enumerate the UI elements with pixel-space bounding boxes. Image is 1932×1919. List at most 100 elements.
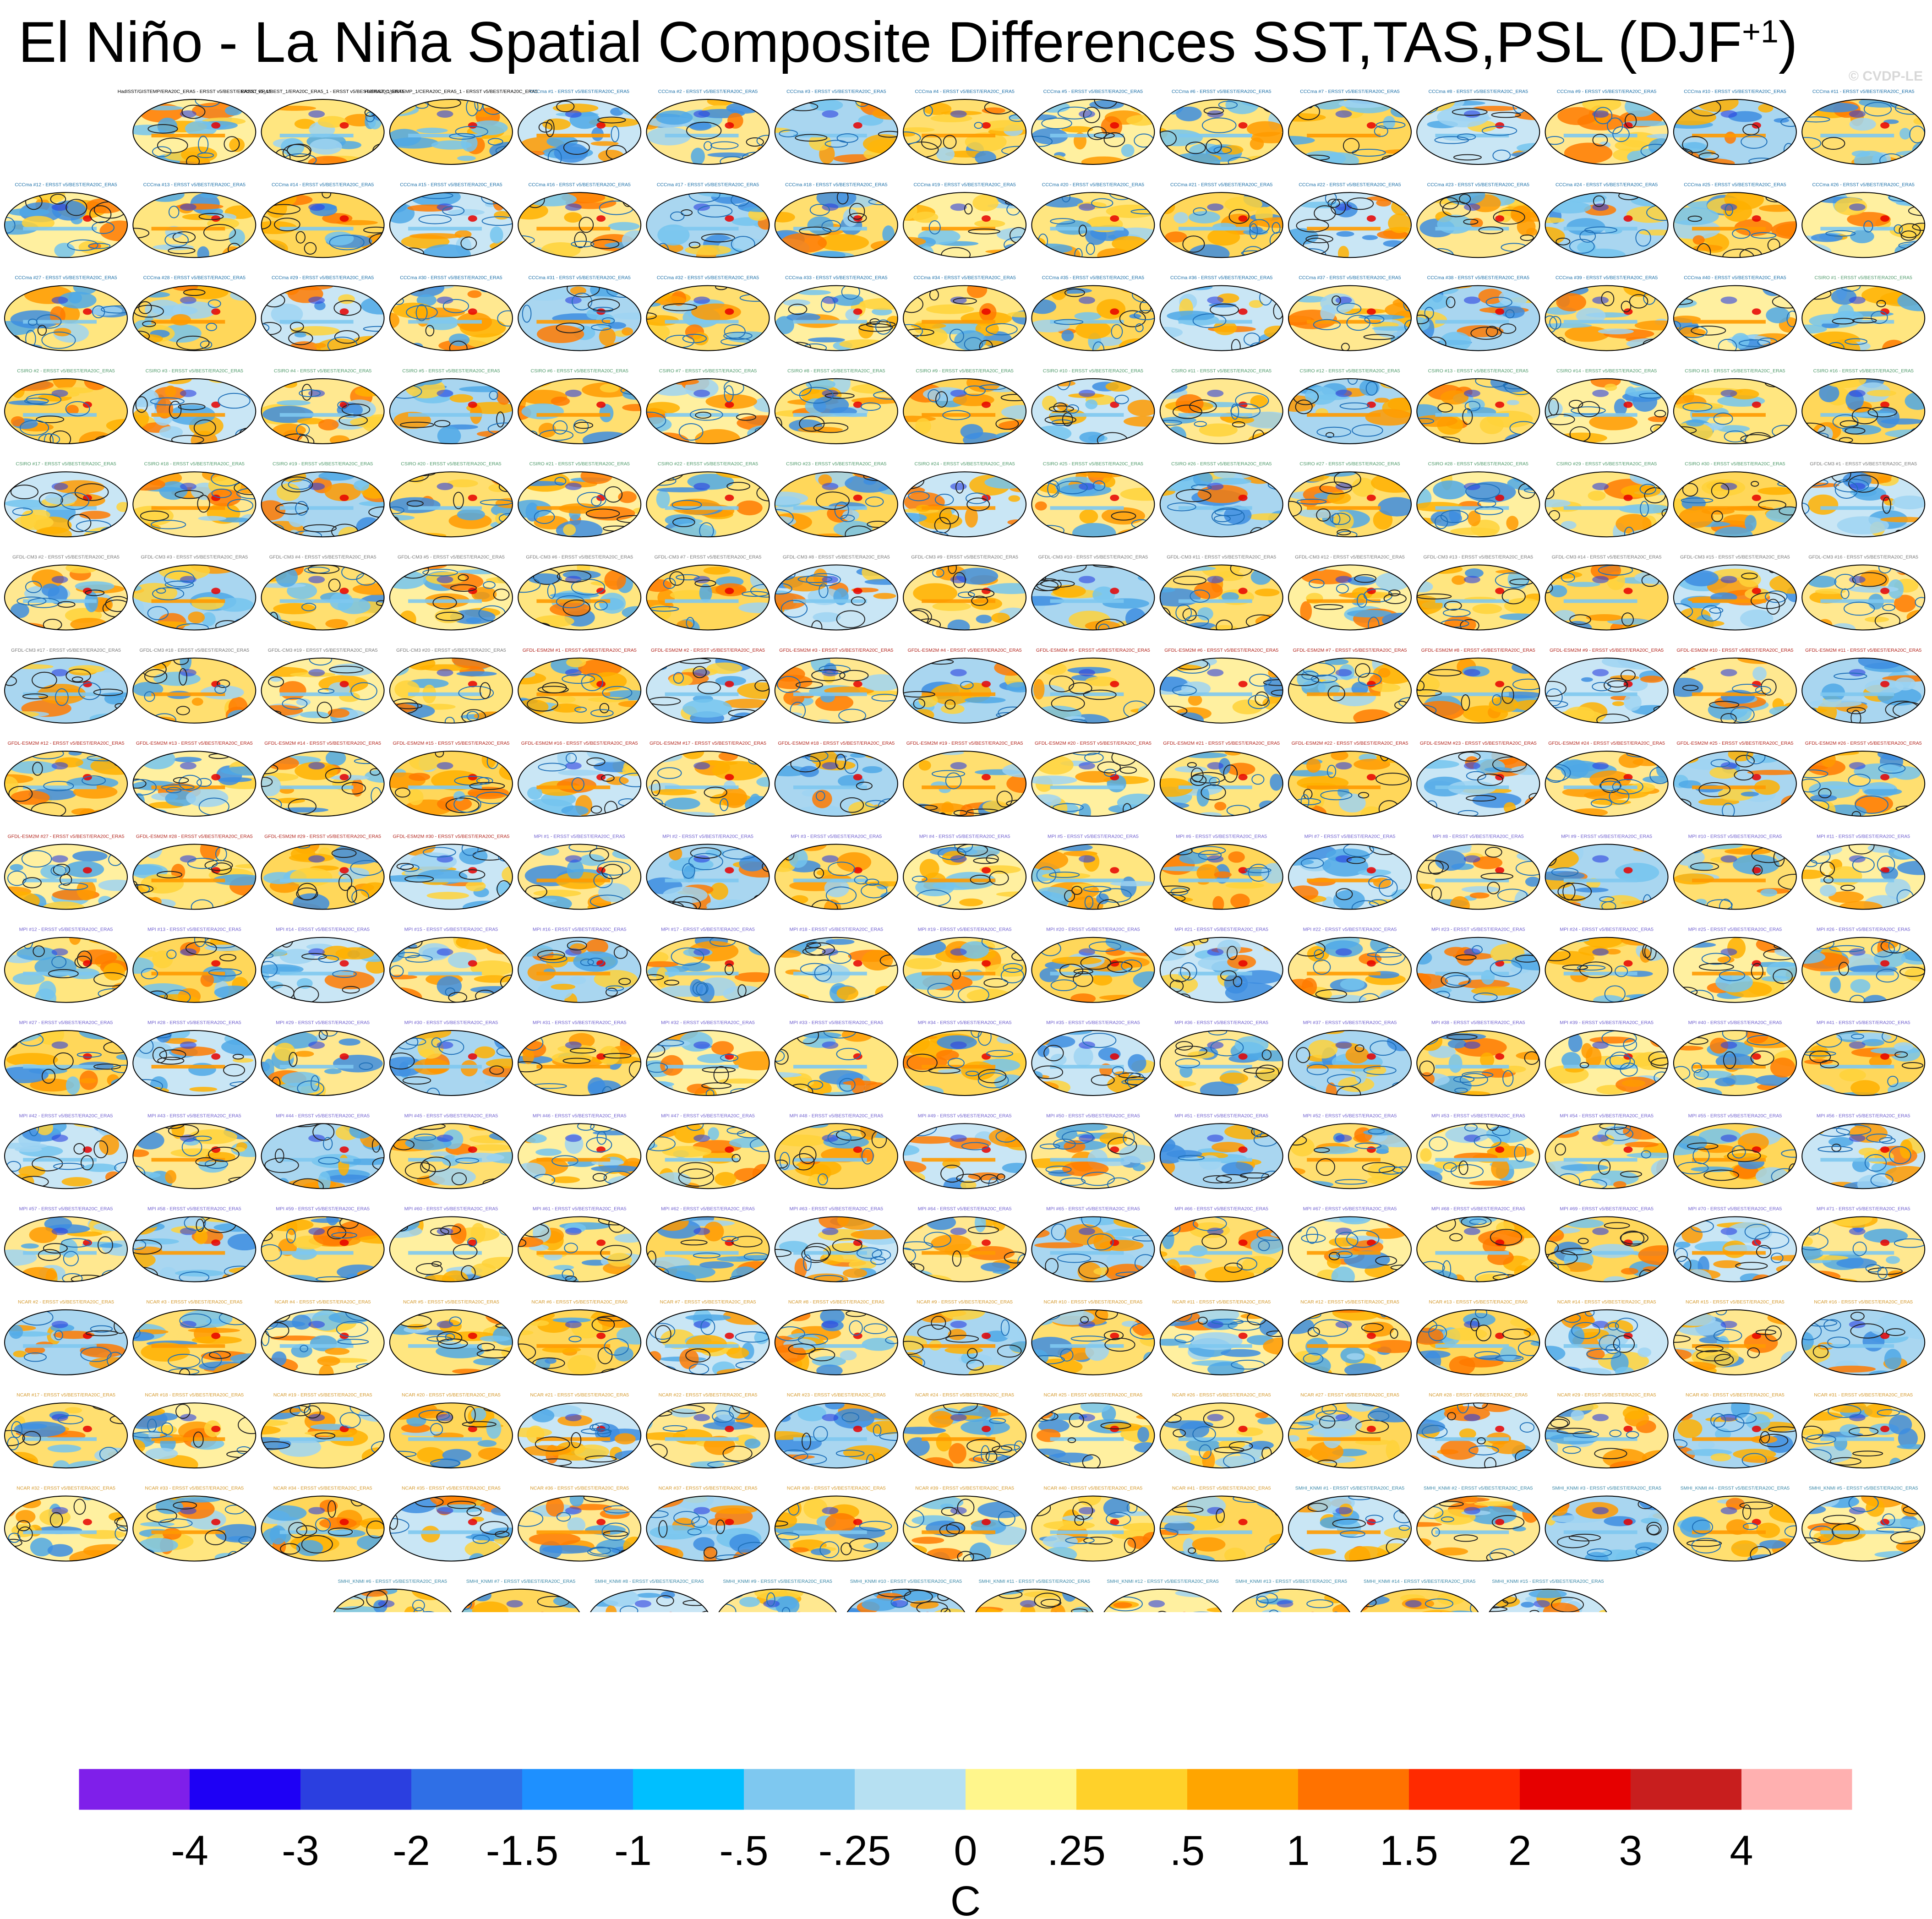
colorbar-swatch	[522, 1769, 633, 1810]
panel-caption: CSIRO #2 - ERSST v5/BEST/ERA20C_ERA5	[17, 368, 115, 374]
map-panel: MPI #19 - ERSST v5/BEST/ERA20C_ERA5	[903, 927, 1027, 1003]
panel-caption: CCCma #5 - ERSST v5/BEST/ERA20C_ERA5	[1043, 89, 1143, 94]
panel-caption: SMHI_KNMI #2 - ERSST v5/BEST/ERA20C_ERA5	[1424, 1486, 1533, 1491]
panel-caption: NCAR #38 - ERSST v5/BEST/ERA20C_ERA5	[787, 1486, 886, 1491]
panel-caption: SMHI_KNMI #1 - ERSST v5/BEST/ERA20C_ERA5	[1295, 1486, 1405, 1491]
panel-caption: CSIRO #17 - ERSST v5/BEST/ERA20C_ERA5	[16, 461, 116, 467]
panel-caption: GFDL-CM3 #13 - ERSST v5/BEST/ERA20C_ERA5	[1423, 555, 1533, 560]
panel-caption: CCCma #39 - ERSST v5/BEST/ERA20C_ERA5	[1555, 275, 1658, 281]
panel-caption: MPI #3 - ERSST v5/BEST/ERA20C_ERA5	[791, 834, 882, 839]
panel-caption: SMHI_KNMI #14 - ERSST v5/BEST/ERA20C_ERA…	[1364, 1579, 1475, 1584]
panel-caption: CCCma #4 - ERSST v5/BEST/ERA20C_ERA5	[915, 89, 1015, 94]
panel-caption: MPI #59 - ERSST v5/BEST/ERA20C_ERA5	[276, 1206, 370, 1212]
panel-caption: GFDL-ESM2M #8 - ERSST v5/BEST/ERA20C_ERA…	[1421, 648, 1535, 653]
colorbar-swatch	[855, 1769, 966, 1810]
map-panel: NCAR #25 - ERSST v5/BEST/ERA20C_ERA5	[1031, 1392, 1155, 1469]
panel-caption: GFDL-CM3 #8 - ERSST v5/BEST/ERA20C_ERA5	[783, 555, 890, 560]
map-panel: NCAR #40 - ERSST v5/BEST/ERA20C_ERA5	[1031, 1486, 1155, 1562]
map-panel: GFDL-ESM2M #28 - ERSST v5/BEST/ERA20C_ER…	[132, 834, 257, 910]
panel-caption: CSIRO #22 - ERSST v5/BEST/ERA20C_ERA5	[658, 461, 758, 467]
panel-caption: MPI #38 - ERSST v5/BEST/ERA20C_ERA5	[1431, 1020, 1525, 1025]
map-panel: NCAR #21 - ERSST v5/BEST/ERA20C_ERA5	[518, 1392, 642, 1469]
map-panel: GFDL-ESM2M #23 - ERSST v5/BEST/ERA20C_ER…	[1416, 741, 1540, 817]
panel-caption: MPI #20 - ERSST v5/BEST/ERA20C_ERA5	[1046, 927, 1140, 932]
panel-caption: CSIRO #15 - ERSST v5/BEST/ERA20C_ERA5	[1685, 368, 1785, 374]
map-panel: GFDL-CM3 #13 - ERSST v5/BEST/ERA20C_ERA5	[1416, 555, 1540, 631]
map-panel: CCCma #12 - ERSST v5/BEST/ERA20C_ERA5	[4, 182, 128, 258]
panel-caption: MPI #56 - ERSST v5/BEST/ERA20C_ERA5	[1817, 1113, 1910, 1118]
panel-caption: MPI #69 - ERSST v5/BEST/ERA20C_ERA5	[1560, 1206, 1654, 1212]
map-panel: MPI #23 - ERSST v5/BEST/ERA20C_ERA5	[1416, 927, 1540, 1003]
panel-caption: MPI #10 - ERSST v5/BEST/ERA20C_ERA5	[1688, 834, 1782, 839]
map-panel: CSIRO #9 - ERSST v5/BEST/ERA20C_ERA5	[903, 368, 1027, 444]
map-panel: MPI #10 - ERSST v5/BEST/ERA20C_ERA5	[1673, 834, 1797, 910]
panel-caption: GFDL-ESM2M #24 - ERSST v5/BEST/ERA20C_ER…	[1548, 741, 1665, 746]
panel-caption: CCCma #11 - ERSST v5/BEST/ERA20C_ERA5	[1812, 89, 1915, 94]
map-panel: MPI #8 - ERSST v5/BEST/ERA20C_ERA5	[1416, 834, 1540, 910]
colorbar-tick-label: 3	[1619, 1827, 1642, 1874]
map-panel: CCCma #2 - ERSST v5/BEST/ERA20C_ERA5	[646, 89, 770, 165]
map-panel: CSIRO #4 - ERSST v5/BEST/ERA20C_ERA5	[261, 368, 385, 444]
panel-caption: GFDL-ESM2M #19 - ERSST v5/BEST/ERA20C_ER…	[906, 741, 1023, 746]
panel-caption: GFDL-ESM2M #17 - ERSST v5/BEST/ERA20C_ER…	[649, 741, 766, 746]
map-panel: GFDL-CM3 #19 - ERSST v5/BEST/ERA20C_ERA5	[261, 648, 385, 724]
panel-caption: MPI #58 - ERSST v5/BEST/ERA20C_ERA5	[147, 1206, 241, 1212]
panel-caption: MPI #61 - ERSST v5/BEST/ERA20C_ERA5	[533, 1206, 627, 1212]
map-panel: MPI #67 - ERSST v5/BEST/ERA20C_ERA5	[1288, 1206, 1412, 1282]
map-panel: GFDL-ESM2M #17 - ERSST v5/BEST/ERA20C_ER…	[646, 741, 770, 817]
panel-caption: CCCma #22 - ERSST v5/BEST/ERA20C_ERA5	[1299, 182, 1401, 187]
panel-caption: GFDL-CM3 #19 - ERSST v5/BEST/ERA20C_ERA5	[268, 648, 378, 653]
map-panel: MPI #47 - ERSST v5/BEST/ERA20C_ERA5	[646, 1113, 770, 1189]
panel-caption: MPI #43 - ERSST v5/BEST/ERA20C_ERA5	[147, 1113, 241, 1118]
map-panel: CCCma #15 - ERSST v5/BEST/ERA20C_ERA5	[389, 182, 513, 258]
map-panel: GFDL-ESM2M #25 - ERSST v5/BEST/ERA20C_ER…	[1673, 741, 1797, 817]
panel-caption: NCAR #29 - ERSST v5/BEST/ERA20C_ERA5	[1557, 1392, 1656, 1398]
panel-caption: MPI #36 - ERSST v5/BEST/ERA20C_ERA5	[1174, 1020, 1268, 1025]
map-panel: CCCma #4 - ERSST v5/BEST/ERA20C_ERA5	[903, 89, 1027, 165]
panel-caption: NCAR #16 - ERSST v5/BEST/ERA20C_ERA5	[1814, 1299, 1913, 1305]
panel-caption: GFDL-ESM2M #4 - ERSST v5/BEST/ERA20C_ERA…	[908, 648, 1022, 653]
panel-caption: SMHI_KNMI #10 - ERSST v5/BEST/ERA20C_ERA…	[850, 1579, 962, 1584]
map-panel: CSIRO #11 - ERSST v5/BEST/ERA20C_ERA5	[1159, 368, 1283, 444]
map-panel: GFDL-ESM2M #12 - ERSST v5/BEST/ERA20C_ER…	[4, 741, 128, 817]
map-panel: MPI #15 - ERSST v5/BEST/ERA20C_ERA5	[389, 927, 513, 1003]
panel-caption: CCCma #25 - ERSST v5/BEST/ERA20C_ERA5	[1684, 182, 1786, 187]
panel-caption: GFDL-CM3 #1 - ERSST v5/BEST/ERA20C_ERA5	[1810, 461, 1917, 467]
panel-caption: CCCma #15 - ERSST v5/BEST/ERA20C_ERA5	[400, 182, 502, 187]
panel-caption: MPI #11 - ERSST v5/BEST/ERA20C_ERA5	[1817, 834, 1910, 839]
panel-caption: MPI #30 - ERSST v5/BEST/ERA20C_ERA5	[404, 1020, 498, 1025]
panel-caption: CSIRO #3 - ERSST v5/BEST/ERA20C_ERA5	[146, 368, 244, 374]
panel-caption: MPI #25 - ERSST v5/BEST/ERA20C_ERA5	[1688, 927, 1782, 932]
panel-caption: CCCma #12 - ERSST v5/BEST/ERA20C_ERA5	[15, 182, 117, 187]
panel-caption: GFDL-ESM2M #16 - ERSST v5/BEST/ERA20C_ER…	[521, 741, 638, 746]
panel-caption: MPI #18 - ERSST v5/BEST/ERA20C_ERA5	[789, 927, 883, 932]
panel-caption: MPI #12 - ERSST v5/BEST/ERA20C_ERA5	[19, 927, 113, 932]
panel-caption: GFDL-ESM2M #1 - ERSST v5/BEST/ERA20C_ERA…	[523, 648, 637, 653]
map-panel: CCCma #21 - ERSST v5/BEST/ERA20C_ERA5	[1159, 182, 1283, 258]
panel-caption: MPI #15 - ERSST v5/BEST/ERA20C_ERA5	[404, 927, 498, 932]
map-panel: MPI #39 - ERSST v5/BEST/ERA20C_ERA5	[1545, 1020, 1669, 1096]
colorbar-tick-label: -1	[614, 1827, 652, 1874]
map-panel: CCCma #11 - ERSST v5/BEST/ERA20C_ERA5	[1801, 89, 1926, 165]
colorbar-tick-label: -.25	[819, 1827, 891, 1874]
panel-caption: GFDL-ESM2M #29 - ERSST v5/BEST/ERA20C_ER…	[264, 834, 381, 839]
panel-caption: CCCma #3 - ERSST v5/BEST/ERA20C_ERA5	[786, 89, 886, 94]
panel-caption: NCAR #37 - ERSST v5/BEST/ERA20C_ERA5	[659, 1486, 758, 1491]
panel-caption: CSIRO #1 - ERSST v5/BEST/ERA20C_ERA5	[1815, 275, 1913, 281]
colorbar-swatch	[190, 1769, 300, 1810]
map-panel: MPI #22 - ERSST v5/BEST/ERA20C_ERA5	[1288, 927, 1412, 1003]
panel-caption: GFDL-ESM2M #11 - ERSST v5/BEST/ERA20C_ER…	[1805, 648, 1921, 653]
colorbar-tick-label: -4	[171, 1827, 208, 1874]
map-panel: NCAR #36 - ERSST v5/BEST/ERA20C_ERA5	[518, 1486, 642, 1562]
chart-title: El Niño - La Niña Spatial Composite Diff…	[18, 11, 1798, 74]
panel-caption: MPI #64 - ERSST v5/BEST/ERA20C_ERA5	[918, 1206, 1012, 1212]
panel-caption: CSIRO #16 - ERSST v5/BEST/ERA20C_ERA5	[1813, 368, 1914, 374]
panel-caption: GFDL-ESM2M #15 - ERSST v5/BEST/ERA20C_ER…	[393, 741, 509, 746]
map-panel: CCCma #40 - ERSST v5/BEST/ERA20C_ERA5	[1673, 275, 1797, 351]
map-panel: CCCma #27 - ERSST v5/BEST/ERA20C_ERA5	[4, 275, 128, 351]
copyright-watermark: © CVDP-LE	[1848, 69, 1923, 84]
panel-caption: CSIRO #10 - ERSST v5/BEST/ERA20C_ERA5	[1043, 368, 1143, 374]
panel-caption: CCCma #28 - ERSST v5/BEST/ERA20C_ERA5	[143, 275, 246, 281]
panel-caption: CCCma #9 - ERSST v5/BEST/ERA20C_ERA5	[1557, 89, 1657, 94]
panel-caption: MPI #14 - ERSST v5/BEST/ERA20C_ERA5	[276, 927, 370, 932]
